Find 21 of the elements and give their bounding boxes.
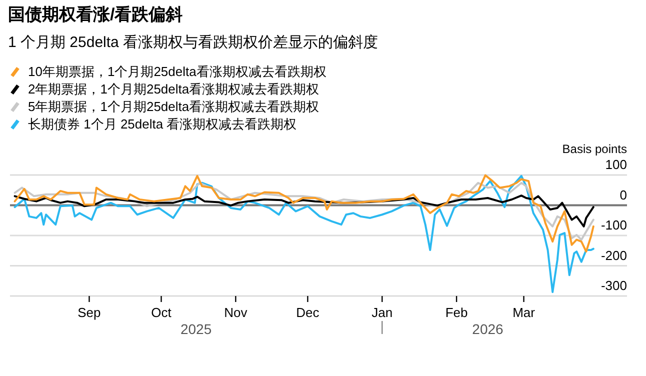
x-tick-label: Feb [445, 305, 468, 320]
legend-label: 5年期票据，1个月期25delta看涨期权减去看跌期权 [28, 99, 320, 114]
y-tick-label: -200 [600, 248, 627, 263]
x-tick-label: Jan [372, 305, 393, 320]
y-tick-label: 0 [620, 187, 627, 202]
y-tick-label: 100 [605, 157, 627, 172]
x-tick-label: Mar [512, 305, 536, 320]
x-tick-label: Nov [224, 305, 248, 320]
chart-subtitle: 1 个月期 25delta 看涨期权与看跌期权价差显示的偏斜度 [8, 34, 378, 51]
text: 2026 [472, 321, 504, 337]
x-tick-label: Oct [151, 305, 172, 320]
legend-label: 长期债券 1个月 25delta 看涨期权减去看跌期权 [28, 116, 297, 132]
text: 2025 [180, 321, 212, 337]
y-axis-title: Basis points [562, 142, 627, 156]
legend-label: 10年期票据，1个月期25delta看涨期权减去看跌期权 [28, 64, 326, 79]
legend-label: 2年期票据，1个月期25delta看涨期权减去看跌期权 [28, 82, 320, 96]
chart-title: 国债期权看涨/看跌偏斜 [8, 5, 183, 24]
y-tick-label: -100 [600, 218, 627, 232]
x-tick-label: Sep [78, 305, 101, 320]
y-tick-label: -300 [600, 278, 627, 293]
x-tick-label: Dec [296, 305, 320, 320]
